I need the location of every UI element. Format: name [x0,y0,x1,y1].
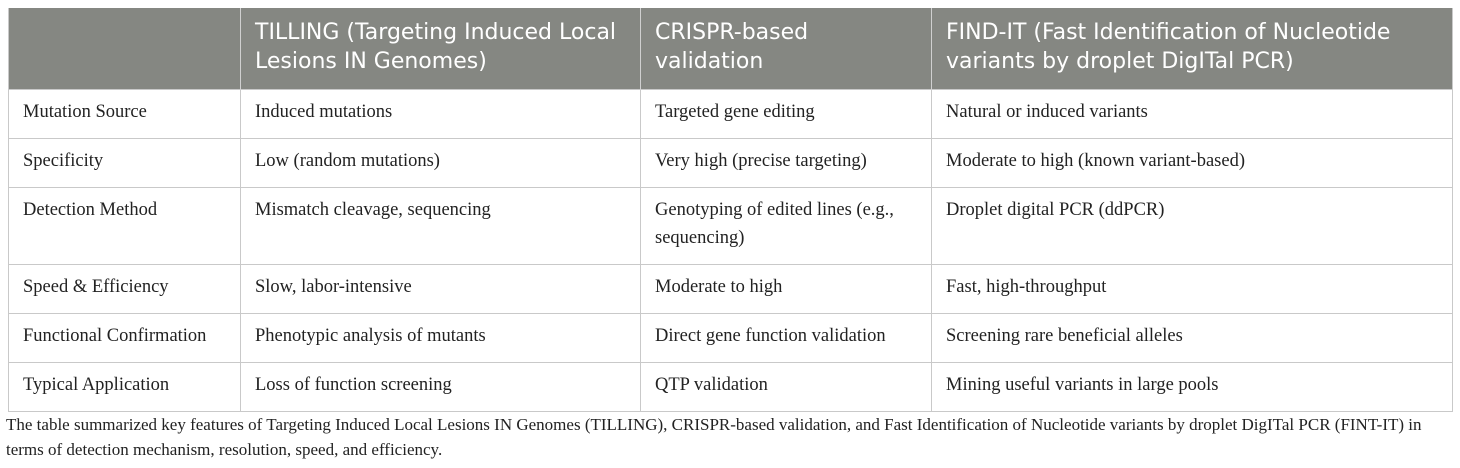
table-cell: Loss of function screening [240,362,641,412]
table-cell: Mismatch cleavage, sequencing [240,187,641,265]
table-cell: Induced mutations [240,89,641,139]
table-row: Mutation Source Induced mutations Target… [8,89,1453,139]
table-row: Typical Application Loss of function scr… [8,362,1453,412]
comparison-table-container: TILLING (Targeting Induced Local Lesions… [8,8,1453,412]
table-header: TILLING (Targeting Induced Local Lesions… [8,8,1453,90]
table-cell: Direct gene function validation [640,313,932,363]
table-cell: Moderate to high [640,264,932,314]
table-row: Specificity Low (random mutations) Very … [8,138,1453,188]
table-row: Functional Confirmation Phenotypic analy… [8,313,1453,363]
row-label: Specificity [8,138,241,188]
header-cell-empty [8,8,241,90]
row-label: Typical Application [8,362,241,412]
row-label: Functional Confirmation [8,313,241,363]
table-cell: Genotyping of edited lines (e.g., sequen… [640,187,932,265]
table-cell: Mining useful variants in large pools [931,362,1453,412]
table-cell: Phenotypic analysis of mutants [240,313,641,363]
table-cell: QTP validation [640,362,932,412]
row-label: Speed & Efficiency [8,264,241,314]
table-row: Detection Method Mismatch cleavage, sequ… [8,187,1453,265]
header-cell-tilling: TILLING (Targeting Induced Local Lesions… [240,8,641,90]
table-cell: Fast, high-throughput [931,264,1453,314]
header-row: TILLING (Targeting Induced Local Lesions… [8,8,1453,90]
table-row: Speed & Efficiency Slow, labor-intensive… [8,264,1453,314]
row-label: Mutation Source [8,89,241,139]
table-cell: Low (random mutations) [240,138,641,188]
comparison-table: TILLING (Targeting Induced Local Lesions… [8,8,1453,412]
header-cell-find-it: FIND-IT (Fast Identification of Nucleoti… [931,8,1453,90]
row-label: Detection Method [8,187,241,265]
table-cell: Very high (precise targeting) [640,138,932,188]
table-cell: Slow, labor-intensive [240,264,641,314]
table-cell: Targeted gene editing [640,89,932,139]
table-cell: Natural or induced variants [931,89,1453,139]
table-caption: The table summarized key features of Tar… [6,415,1422,459]
table-body: Mutation Source Induced mutations Target… [8,89,1453,412]
table-cell: Moderate to high (known variant-based) [931,138,1453,188]
table-cell: Screening rare beneficial alleles [931,313,1453,363]
header-cell-crispr: CRISPR-based validation [640,8,932,90]
table-cell: Droplet digital PCR (ddPCR) [931,187,1453,265]
